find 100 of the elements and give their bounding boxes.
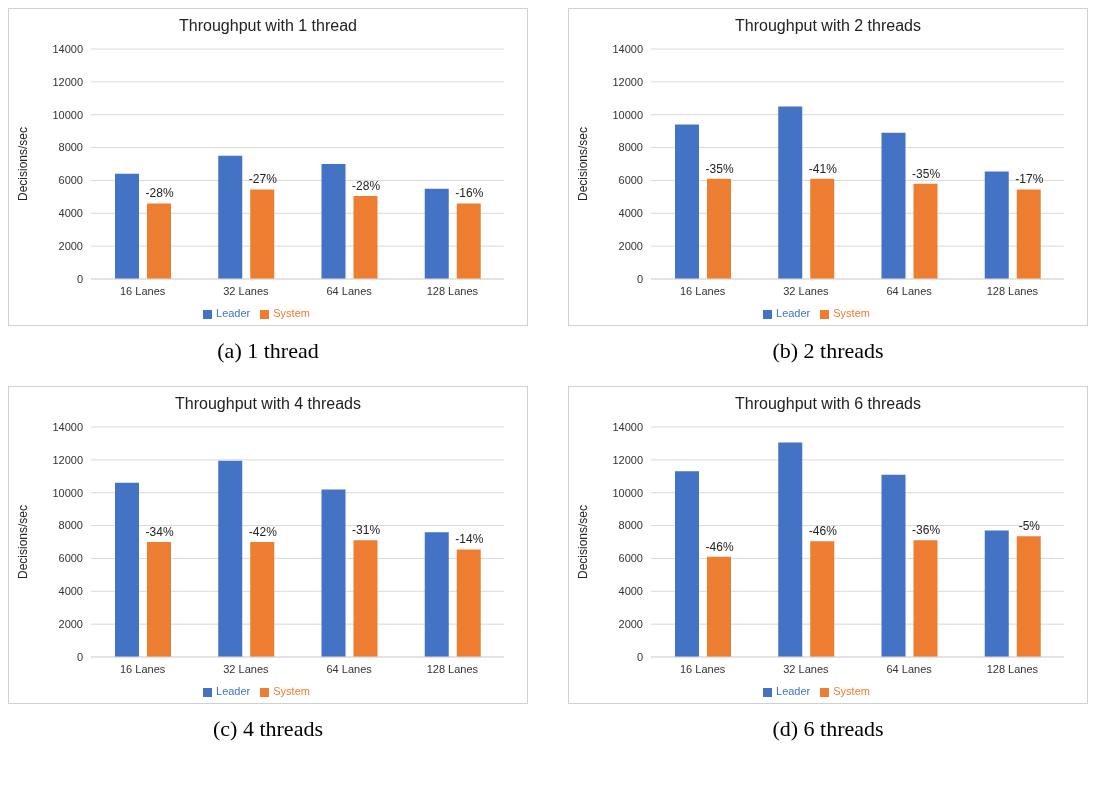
bar [707,556,731,657]
y-tick-label: 12000 [612,75,643,88]
legend-label: System [273,685,310,697]
text: (d) 6 threads [771,716,885,742]
bar [1016,536,1041,657]
y-tick-label: 8000 [58,141,83,154]
y-tick-label: 2000 [58,618,83,631]
legend-label: Leader [216,685,251,697]
annotation: -41% [808,161,838,176]
y-tick-label: 4000 [58,585,83,598]
chart-title: Throughput with 6 threads [734,395,922,414]
x-tick-label: 32 Lanes [223,284,269,297]
x-tick-label: 128 Lanes [986,662,1039,675]
y-tick-label: 2000 [618,618,643,631]
annotation: -28% [352,179,381,194]
annotation: -46% [705,539,734,554]
annotation: -5% [1018,519,1041,534]
bar [881,132,906,279]
text: (c) 4 threads [212,716,324,742]
bar [115,482,139,657]
bar [321,164,346,279]
x-tick-label: 16 Lanes [119,284,166,297]
chart-title: Throughput with 4 threads [174,395,362,414]
bar [881,474,906,657]
annotation: -42% [248,525,278,539]
bar [250,542,275,657]
bar [250,189,275,279]
annotation: -36% [912,523,941,538]
bar [913,183,938,279]
y-tick-label: 0 [76,650,83,663]
y-tick-label: 0 [636,650,643,663]
annotation: -31% [352,523,381,538]
bar [984,171,1009,279]
x-tick-label: 64 Lanes [886,662,933,675]
x-tick-label: 32 Lanes [223,662,269,675]
bar [456,549,481,657]
bar [218,460,243,657]
y-tick-label: 0 [636,272,643,285]
legend-label: System [833,307,870,319]
y-tick-label: 10000 [612,486,643,499]
bar [913,540,938,657]
y-tick-label: 2000 [618,240,643,253]
y-axis-title: Decisions/sec [576,126,591,202]
annotation: -16% [455,186,484,201]
y-tick-label: 4000 [618,207,643,220]
x-tick-label: 16 Lanes [119,662,166,675]
bar [147,542,171,657]
annotation: -17% [1015,172,1044,187]
y-tick-label: 0 [76,272,83,285]
bar [778,442,803,657]
bar [218,155,243,279]
x-tick-label: 32 Lanes [783,284,829,297]
text: (b) 2 threads [771,338,885,364]
y-axis-title: Decisions/sec [576,504,591,580]
annotation: -34% [145,525,174,539]
y-tick-label: 8000 [618,141,643,154]
y-tick-label: 14000 [52,42,83,55]
annotation: -46% [808,524,838,539]
y-tick-label: 4000 [58,207,83,220]
bar [147,203,171,279]
y-tick-label: 14000 [612,42,643,55]
y-tick-label: 6000 [58,174,83,187]
x-tick-label: 64 Lanes [326,662,373,675]
y-tick-label: 10000 [612,108,643,121]
legend-label: Leader [216,307,251,319]
y-tick-label: 12000 [52,453,83,466]
bar [353,196,378,279]
legend-label: Leader [776,307,811,319]
y-axis-title: Decisions/sec [16,126,31,202]
y-axis-title: Decisions/sec [16,504,31,580]
bar [353,540,378,657]
bar [707,178,731,279]
bar [115,173,139,279]
bar [675,471,699,657]
bar [321,489,346,657]
y-tick-label: 12000 [612,453,643,466]
bar [424,188,449,279]
y-tick-label: 8000 [58,519,83,532]
legend-label: Leader [776,685,811,697]
annotation: -27% [248,172,278,187]
legend-label: System [273,307,310,319]
x-tick-label: 16 Lanes [679,284,726,297]
annotation: -35% [705,161,734,176]
y-tick-label: 14000 [612,420,643,433]
x-tick-label: 128 Lanes [986,284,1039,297]
y-tick-label: 12000 [52,75,83,88]
bar [456,203,481,279]
y-tick-label: 6000 [618,174,643,187]
y-tick-label: 10000 [52,108,83,121]
x-tick-label: 64 Lanes [886,284,933,297]
bar [810,178,835,279]
annotation: -14% [455,532,484,547]
bar [675,124,699,279]
x-tick-label: 128 Lanes [426,284,479,297]
y-tick-label: 2000 [58,240,83,253]
bar [1016,189,1041,279]
chart-title: Throughput with 1 thread [178,17,358,36]
x-tick-label: 128 Lanes [426,662,479,675]
legend-label: System [833,685,870,697]
x-tick-label: 16 Lanes [679,662,726,675]
